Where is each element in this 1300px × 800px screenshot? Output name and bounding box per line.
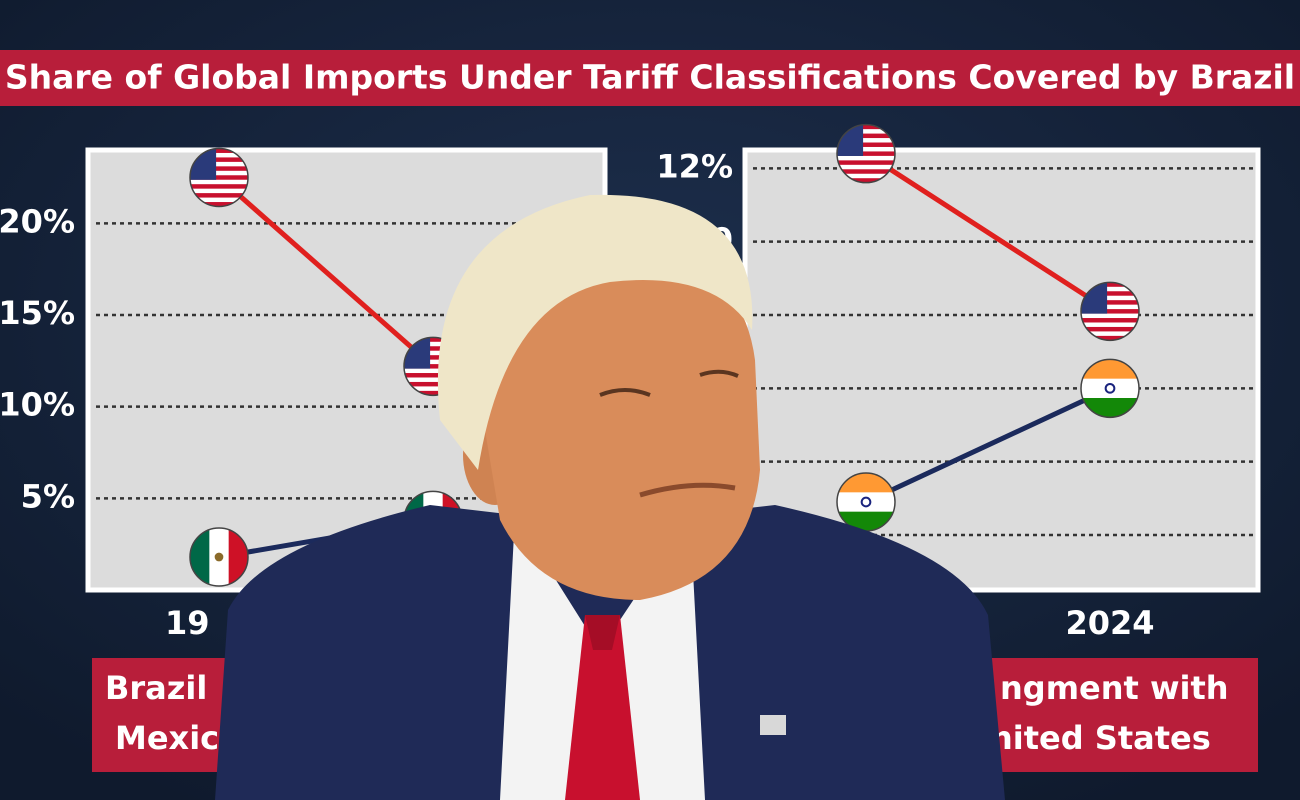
photo-overlay [215, 194, 1005, 800]
eye [699, 369, 739, 378]
flag-stripe [404, 337, 462, 342]
flag-stripe [404, 390, 462, 396]
y-tick-label: 10% [0, 386, 75, 424]
flag-stripe [404, 364, 462, 369]
y-tick-label: 12% [656, 147, 733, 185]
flag-rim [1080, 358, 1140, 419]
face [470, 245, 760, 600]
x-tick-label: 19 [165, 604, 210, 642]
flag-stripe [404, 373, 462, 378]
mouth [639, 482, 736, 498]
flag-band [1081, 378, 1139, 399]
flag-stripe [1081, 335, 1139, 341]
flag-marker [1081, 282, 1139, 341]
flag-stripe [1081, 309, 1139, 314]
flag-stripe [190, 193, 248, 198]
y-tick-label: 20% [0, 202, 75, 240]
flag-stripe [190, 157, 248, 162]
y-tick-label: 15% [0, 294, 75, 332]
charts: 5%10%15%20%19BrazilMexic24681012%2024ngm… [0, 123, 1261, 757]
caption-text: Brazil [105, 669, 207, 707]
flag-marker [837, 124, 895, 183]
caption-text: Mexic [115, 719, 219, 757]
caption-text: ngment with [1000, 669, 1229, 707]
flag-marker [190, 528, 248, 586]
flag-stripe [1081, 318, 1139, 323]
flag-stripe [404, 346, 462, 351]
flag-stripe [1081, 282, 1139, 287]
flag-stripe [1081, 300, 1139, 305]
flag-marker [1081, 359, 1139, 418]
flag-emblem [1104, 382, 1116, 394]
y-tick-label: 5% [21, 477, 75, 515]
flag-band [1081, 398, 1139, 418]
flag-stripe [190, 148, 248, 153]
series-line [864, 151, 1112, 314]
flag-stripe [190, 166, 248, 171]
flag-stripe [190, 202, 248, 207]
flag-band [190, 528, 211, 586]
flag-emblem [860, 496, 872, 508]
series-line [217, 175, 435, 369]
flag-stripe [1081, 291, 1139, 296]
flag-stripe [837, 160, 895, 165]
tie [565, 615, 640, 800]
caption-text: nited States [990, 719, 1211, 757]
flag-stripe [404, 381, 462, 387]
plot-area [742, 147, 1261, 593]
flag-stripe [837, 169, 895, 174]
flag-rim [836, 123, 896, 184]
flag-rim [1080, 281, 1140, 342]
caption-box [960, 658, 1258, 772]
page-title: Share of Global Imports Under Tariff Cla… [5, 58, 1295, 97]
flag-stripe [1081, 326, 1139, 332]
flag-rim [189, 147, 249, 208]
flag-band [837, 473, 895, 494]
flag-stripe [837, 124, 895, 130]
lapel-pin [760, 715, 786, 735]
flag-stripe [837, 151, 895, 156]
flag-stripe [190, 184, 248, 189]
flag-stripe [837, 133, 895, 139]
flag-band [228, 528, 248, 586]
flag-band [1081, 359, 1139, 380]
flag-stripe [837, 142, 895, 147]
flag-emblem [214, 552, 224, 562]
flag-stripe [404, 355, 462, 360]
hair [437, 194, 753, 471]
tie-knot [585, 615, 620, 650]
flag-band [837, 492, 895, 513]
x-tick-label: 2024 [1065, 604, 1154, 642]
flag-rim [189, 527, 249, 587]
flag-stripe [190, 175, 248, 180]
title-bar [0, 50, 1300, 106]
eye [599, 388, 651, 397]
series-line [864, 386, 1112, 505]
flag-stripe [837, 178, 895, 183]
